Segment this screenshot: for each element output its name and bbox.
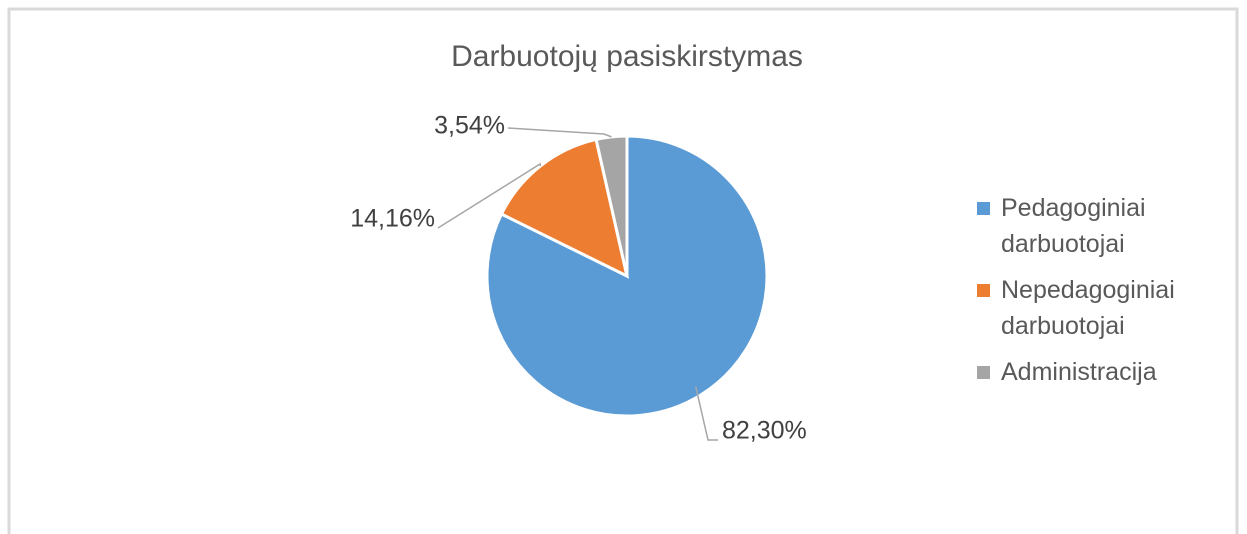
legend-label: Administracija [1001,358,1157,386]
chart-title: Darbuotojų pasiskirstymas [451,40,803,73]
data-label: 82,30% [722,417,807,445]
legend-swatch [977,284,990,297]
legend-label: Pedagoginiai darbuotojai [1001,194,1146,258]
legend-item: Nepedagoginiai darbuotojai [975,272,1205,344]
pie-slice [499,137,630,279]
leader-line [437,162,542,229]
leader-line [694,386,718,441]
legend-item: Administracija [975,354,1205,390]
data-label: 3,54% [434,112,505,140]
pie-slice [594,134,629,277]
legend-swatch [977,366,990,379]
legend: Pedagoginiai darbuotojai Nepedagoginiai d… [975,190,1205,400]
legend-label: Nepedagoginiai darbuotojai [1001,276,1175,340]
legend-item: Pedagoginiai darbuotojai [975,190,1205,262]
leader-line [507,127,612,138]
data-label: 14,16% [350,205,435,233]
legend-swatch [977,202,990,215]
